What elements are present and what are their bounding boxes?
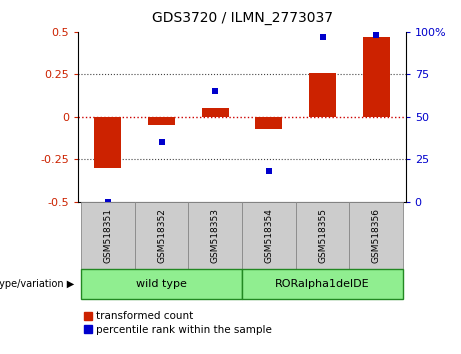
Text: wild type: wild type [136,279,187,289]
Bar [81,269,242,299]
Bar [242,202,296,269]
Text: GSM518353: GSM518353 [211,208,220,263]
Point [372,33,380,38]
Bar [255,117,282,129]
Bar [202,108,229,117]
Bar [363,37,390,117]
Legend: transformed count, percentile rank within the sample: transformed count, percentile rank withi… [83,312,272,335]
Text: GSM518352: GSM518352 [157,208,166,263]
Bar [242,269,403,299]
Text: GDS3720 / ILMN_2773037: GDS3720 / ILMN_2773037 [152,11,332,25]
Text: GSM518355: GSM518355 [318,208,327,263]
Bar [189,202,242,269]
Bar [349,202,403,269]
Bar [148,117,175,125]
Bar [135,202,189,269]
Text: GSM518354: GSM518354 [264,208,273,263]
Point [265,169,272,174]
Bar [296,202,349,269]
Point [319,34,326,40]
Bar [309,73,336,117]
Bar [95,117,121,168]
Text: GSM518351: GSM518351 [103,208,112,263]
Point [212,88,219,94]
Point [104,199,112,205]
Text: GSM518356: GSM518356 [372,208,381,263]
Text: RORalpha1delDE: RORalpha1delDE [275,279,370,289]
Text: genotype/variation ▶: genotype/variation ▶ [0,279,74,289]
Bar [81,202,135,269]
Point [158,139,165,145]
